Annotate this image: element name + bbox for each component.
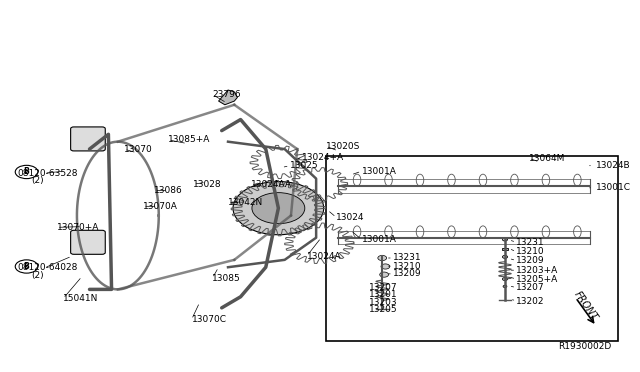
Text: 13042N: 13042N — [228, 198, 263, 207]
Text: R1930002D: R1930002D — [559, 342, 612, 351]
Text: 08120-64028: 08120-64028 — [18, 263, 78, 272]
Text: 13001A: 13001A — [362, 235, 396, 244]
Text: 13205+A: 13205+A — [516, 275, 559, 283]
Circle shape — [502, 278, 508, 280]
Text: 13024: 13024 — [336, 213, 365, 222]
Circle shape — [380, 272, 388, 277]
Text: (2): (2) — [31, 271, 44, 280]
Text: 13001C: 13001C — [596, 183, 631, 192]
Circle shape — [381, 264, 390, 269]
Text: 23796: 23796 — [212, 90, 241, 99]
Circle shape — [233, 182, 324, 235]
Text: 13001A: 13001A — [362, 167, 396, 176]
Text: 13024B: 13024B — [596, 161, 631, 170]
Text: 13207: 13207 — [369, 283, 397, 292]
Text: 13028: 13028 — [193, 180, 222, 189]
Text: 13085+A: 13085+A — [168, 135, 211, 144]
Text: 13070A: 13070A — [143, 202, 178, 211]
Text: 13231: 13231 — [393, 253, 422, 263]
Text: 13209: 13209 — [393, 269, 422, 278]
Text: (2): (2) — [31, 176, 44, 185]
Polygon shape — [219, 90, 237, 105]
Text: B: B — [24, 167, 29, 176]
FancyBboxPatch shape — [70, 127, 105, 151]
Text: 13070+A: 13070+A — [57, 223, 99, 232]
Text: 13025: 13025 — [290, 161, 318, 170]
Text: 13024+A: 13024+A — [302, 153, 344, 162]
Text: 13231: 13231 — [516, 238, 545, 247]
Text: 13085: 13085 — [212, 274, 241, 283]
Text: 13202: 13202 — [516, 297, 545, 306]
Text: FRONT: FRONT — [572, 289, 599, 323]
Text: 13064M: 13064M — [529, 154, 565, 163]
Text: 13070: 13070 — [124, 145, 153, 154]
Text: 13020S: 13020S — [326, 142, 360, 151]
Text: 13201: 13201 — [369, 291, 397, 299]
Text: 13209: 13209 — [516, 256, 545, 265]
Text: 13024AA: 13024AA — [251, 180, 292, 189]
Text: 13210: 13210 — [516, 247, 545, 256]
Circle shape — [502, 238, 508, 241]
FancyBboxPatch shape — [70, 230, 105, 254]
Text: B: B — [24, 262, 29, 271]
Text: 13205: 13205 — [369, 305, 397, 314]
Circle shape — [378, 256, 387, 260]
Bar — [326, 157, 618, 341]
Text: 13210: 13210 — [393, 262, 422, 270]
Text: 13207: 13207 — [516, 283, 545, 292]
Text: 13024A: 13024A — [307, 251, 341, 261]
Text: 13086: 13086 — [154, 186, 183, 195]
Text: 08120-63528: 08120-63528 — [18, 169, 78, 177]
Text: 13203: 13203 — [369, 298, 397, 307]
Text: 15041N: 15041N — [63, 294, 99, 303]
Text: 13203+A: 13203+A — [516, 266, 559, 275]
Circle shape — [502, 256, 508, 259]
Circle shape — [503, 285, 507, 288]
Text: 13070C: 13070C — [191, 315, 227, 324]
Bar — [502, 248, 508, 250]
Circle shape — [252, 193, 305, 224]
